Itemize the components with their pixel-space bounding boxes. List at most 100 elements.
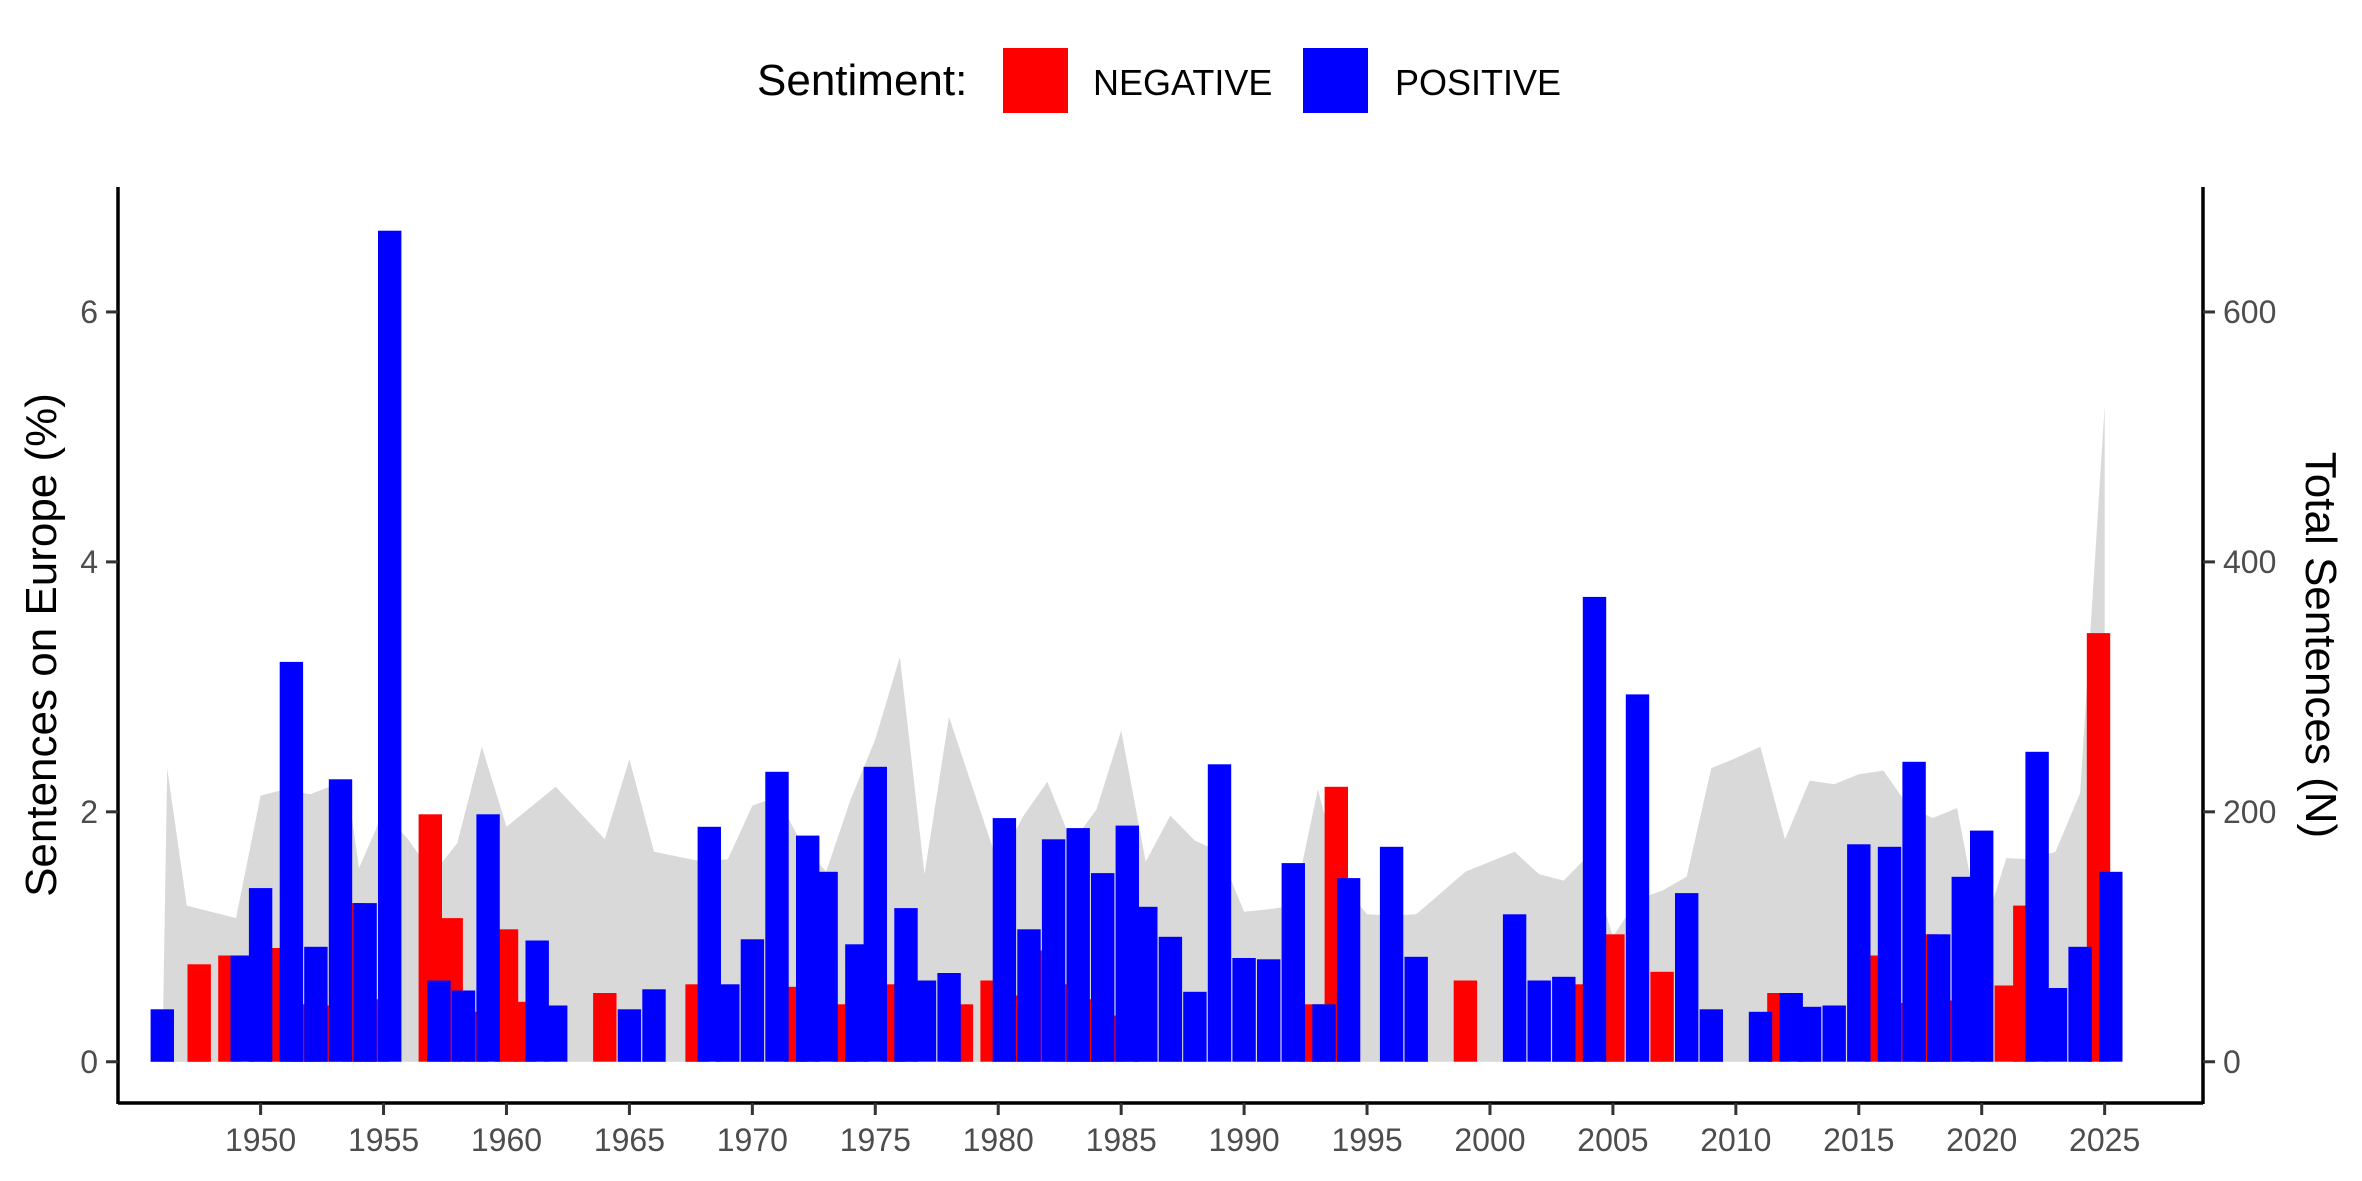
x-tick-label-2015: 2015 (1823, 1122, 1894, 1158)
bar-negative-1964 (593, 993, 617, 1062)
bar-positive-2024 (2068, 946, 2092, 1062)
bar-negative-1960 (494, 929, 519, 1062)
bar-positive-1981.25 (1017, 929, 1041, 1062)
bar-positive-1952.25 (304, 946, 328, 1062)
bar-positive-2011 (1748, 1011, 1773, 1062)
bar-negative-2021 (1994, 985, 2018, 1062)
x-tick-label-1990: 1990 (1209, 1122, 1280, 1158)
bar-positive-1988 (1183, 991, 1207, 1062)
x-tick-label-1965: 1965 (594, 1122, 665, 1158)
bar-positive-2017.25 (1902, 761, 1926, 1062)
bar-positive-1996 (1379, 846, 1404, 1062)
bar-positive-2006 (1625, 694, 1650, 1062)
y-right-tick-label-600: 600 (2223, 294, 2276, 330)
bar-positive-1962 (544, 1005, 568, 1062)
legend: Sentiment: NEGATIVE POSITIVE (757, 48, 1561, 113)
x-tick-label-1980: 1980 (963, 1122, 1034, 1158)
y-right-tick-label-200: 200 (2223, 794, 2276, 830)
y-left-tick-label-0: 0 (80, 1044, 98, 1080)
bar-positive-1969 (716, 984, 740, 1062)
y-axis-right-title: Total Sentences (N) (2296, 452, 2345, 838)
bar-negative-1947.5 (187, 964, 211, 1062)
bar-positive-2020 (1970, 830, 1994, 1062)
bar-positive-1972.25 (796, 835, 820, 1062)
bar-positive-1987 (1158, 936, 1183, 1062)
bar-positive-1992 (1281, 863, 1305, 1062)
bar-positive-1951.25 (279, 661, 304, 1062)
y-left-tick-label-4: 4 (80, 544, 98, 580)
bar-positive-2014 (1822, 1005, 1846, 1062)
x-tick-label-1985: 1985 (1086, 1122, 1157, 1158)
x-tick-label-2010: 2010 (1700, 1122, 1771, 1158)
bars-layer (150, 230, 2123, 1062)
bar-positive-1980.25 (992, 818, 1017, 1062)
legend-label-positive: POSITIVE (1395, 62, 1561, 103)
bar-positive-1997 (1404, 956, 1428, 1062)
bar-positive-2008 (1675, 893, 1699, 1062)
y-right-tick-label-0: 0 (2223, 1044, 2241, 1080)
bar-positive-1953.25 (328, 779, 353, 1062)
bar-positive-1989 (1207, 764, 1232, 1062)
bar-positive-2018.25 (1927, 934, 1951, 1062)
axes (116, 187, 2205, 1105)
bar-positive-2002 (1527, 980, 1551, 1062)
bar-positive-1959.25 (476, 814, 500, 1062)
bar-positive-1984.25 (1091, 873, 1115, 1062)
bar-positive-1974.25 (845, 944, 869, 1062)
bar-positive-1994.25 (1336, 878, 1361, 1062)
bar-positive-1949.25 (230, 955, 254, 1062)
bar-positive-2016.25 (1877, 846, 1902, 1062)
bar-positive-2025.25 (2099, 871, 2123, 1062)
bar-positive-1991 (1257, 959, 1281, 1062)
bar-positive-1966 (642, 989, 666, 1062)
legend-swatch-negative (1003, 48, 1068, 113)
x-tick-label-2025: 2025 (2069, 1122, 2140, 1158)
bar-positive-2019.25 (1951, 876, 1975, 1062)
bar-negative-2007 (1650, 971, 1674, 1062)
bar-positive-1993.25 (1312, 1004, 1336, 1062)
bar-positive-1958.25 (451, 990, 476, 1062)
y-right-tick-label-400: 400 (2223, 544, 2276, 580)
bar-positive-2001 (1502, 914, 1527, 1062)
bar-negative-1999 (1453, 980, 1478, 1062)
bar-positive-2004.25 (1582, 596, 1607, 1062)
bar-positive-2022.25 (2025, 751, 2049, 1062)
y-left-tick-label-6: 6 (80, 294, 98, 330)
bar-positive-1990 (1232, 958, 1256, 1062)
bar-positive-2003 (1552, 976, 1576, 1062)
bar-positive-1975 (863, 766, 887, 1062)
bar-positive-1954.25 (353, 903, 377, 1062)
bar-positive-1976.25 (894, 908, 918, 1062)
bar-positive-1986 (1134, 906, 1158, 1062)
bar-positive-1957.25 (427, 980, 451, 1062)
x-tick-label-2020: 2020 (1946, 1122, 2017, 1158)
bar-positive-2015 (1847, 844, 1871, 1062)
x-tick-label-1975: 1975 (840, 1122, 911, 1158)
total-sentences-area-layer (162, 405, 2105, 1062)
bar-positive-1983.25 (1066, 828, 1090, 1062)
legend-swatch-positive (1303, 48, 1368, 113)
bar-positive-1985.25 (1115, 825, 1139, 1062)
bar-positive-2023 (2043, 988, 2068, 1062)
bar-positive-1978 (937, 973, 961, 1062)
bar-positive-1977 (912, 980, 937, 1062)
legend-label-negative: NEGATIVE (1093, 62, 1272, 103)
total-sentences-area (162, 405, 2105, 1062)
bar-positive-1982.25 (1041, 839, 1066, 1062)
bar-positive-1965 (617, 1009, 642, 1062)
bar-positive-1968.25 (697, 826, 721, 1062)
x-tick-label-1950: 1950 (225, 1122, 296, 1158)
y-left-tick-label-2: 2 (80, 794, 98, 830)
bar-negative-2005 (1601, 934, 1625, 1062)
y-axis-left-title: Sentences on Europe (%) (17, 393, 66, 897)
bar-positive-1950 (248, 888, 273, 1062)
bar-positive-2012.25 (1779, 993, 1803, 1062)
bar-positive-1955.25 (378, 230, 402, 1062)
bar-positive-1961.25 (525, 940, 549, 1062)
legend-title: Sentiment: (757, 56, 967, 105)
x-tick-label-2000: 2000 (1454, 1122, 1525, 1158)
bar-positive-1970 (740, 939, 765, 1062)
bar-positive-2013 (1797, 1006, 1822, 1062)
bar-positive-1973 (814, 871, 838, 1062)
